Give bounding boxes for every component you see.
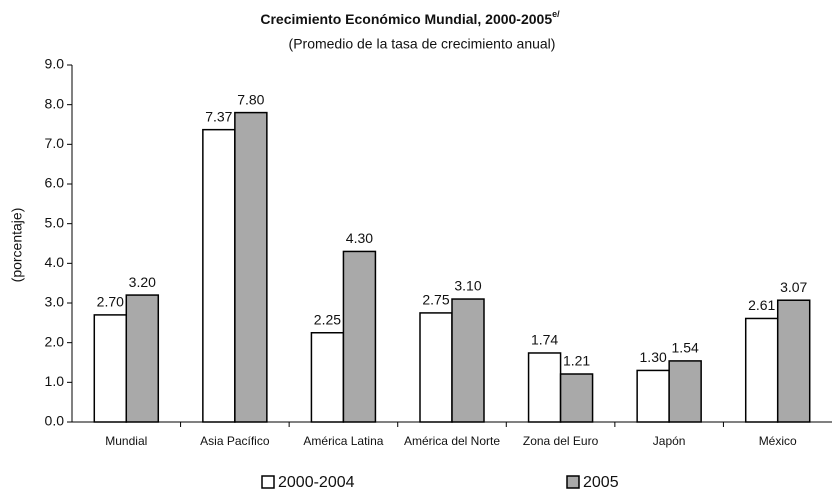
data-label: 2.70	[97, 294, 124, 310]
data-label: 3.20	[129, 274, 156, 290]
data-label: 1.54	[672, 340, 699, 356]
y-tick-label: 7.0	[45, 135, 65, 151]
y-tick-label: 8.0	[45, 95, 65, 111]
legend-swatch	[566, 475, 580, 489]
data-label: 3.07	[780, 279, 807, 295]
y-tick-label: 3.0	[45, 294, 65, 310]
x-tick-label: América del Norte	[403, 434, 501, 448]
x-tick-label: Zona del Euro	[522, 434, 599, 448]
y-tick-label: 5.0	[45, 214, 65, 230]
bar	[234, 111, 268, 423]
data-label: 3.10	[454, 278, 481, 294]
bar	[419, 312, 453, 423]
data-label: 1.21	[563, 353, 590, 369]
bar	[310, 332, 345, 423]
legend-label: 2000-2004	[278, 474, 355, 491]
y-tick-label: 9.0	[45, 56, 65, 72]
legend-label: 2005	[583, 474, 619, 491]
title-note: e/	[552, 9, 560, 19]
bar	[202, 128, 236, 423]
chart-subtitle: (Promedio de la tasa de crecimiento anua…	[289, 36, 556, 52]
y-tick-label: 2.0	[45, 333, 65, 349]
x-tick-label: México	[758, 434, 797, 448]
y-tick-label: 4.0	[45, 254, 65, 270]
data-label: 4.30	[346, 230, 373, 246]
y-axis-label: (porcentaje)	[9, 208, 25, 283]
bar	[744, 317, 779, 423]
data-label: 7.80	[237, 91, 264, 107]
data-label: 2.25	[314, 311, 341, 327]
data-label: 2.61	[748, 297, 775, 313]
x-tick-label: Japón	[652, 434, 686, 448]
chart-title: Crecimiento Económico Mundial, 2000-2005…	[260, 9, 560, 26]
bar	[342, 250, 377, 423]
x-tick-label: Asia Pacífico	[200, 434, 270, 448]
data-label: 1.30	[640, 349, 667, 365]
bar	[527, 352, 562, 423]
bar	[668, 360, 702, 423]
data-label: 1.74	[531, 332, 558, 348]
bar	[559, 373, 594, 423]
data-label: 7.37	[205, 108, 232, 124]
bar	[93, 314, 128, 423]
y-tick-label: 1.0	[45, 373, 65, 389]
legend-swatch	[261, 475, 275, 489]
bar	[451, 298, 485, 423]
data-label: 2.75	[422, 292, 449, 308]
y-tick-label: 6.0	[45, 175, 65, 191]
y-tick-label: 0.0	[45, 413, 65, 429]
bar	[125, 294, 160, 423]
bar	[636, 369, 670, 423]
x-tick-label: América Latina	[303, 434, 384, 448]
x-tick-label: Mundial	[105, 434, 148, 448]
title-text: Crecimiento Económico Mundial, 2000-2005	[260, 11, 552, 27]
bar	[776, 299, 811, 423]
